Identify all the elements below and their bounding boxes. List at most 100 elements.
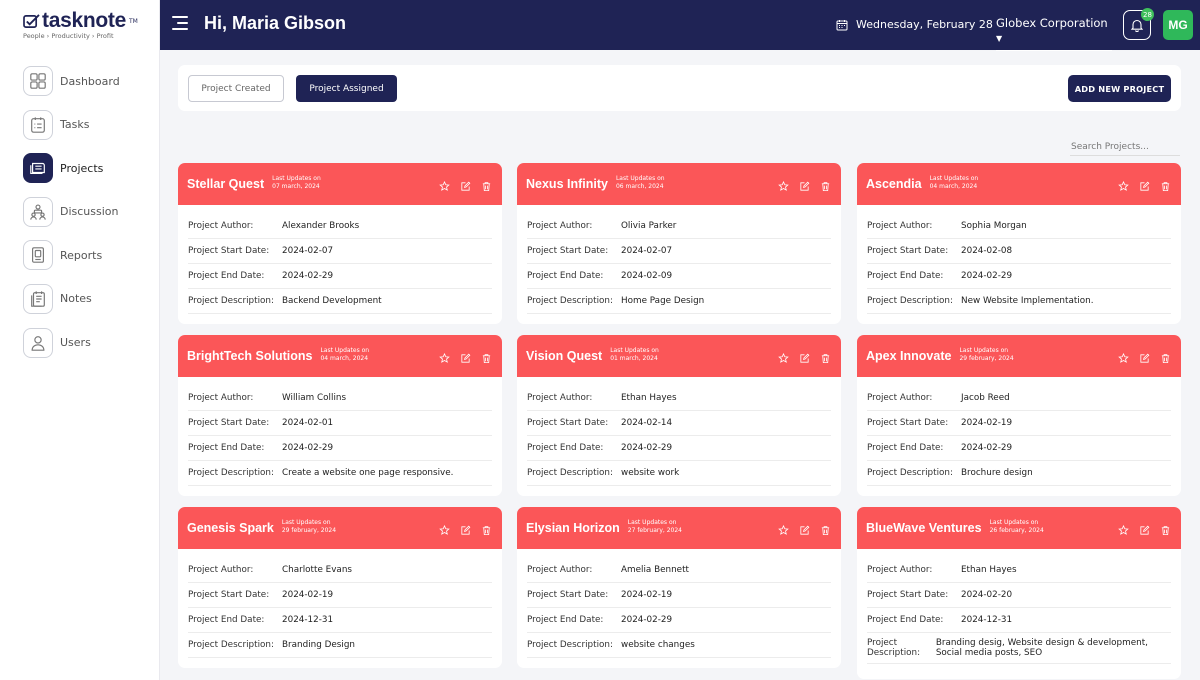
edit-icon[interactable] bbox=[1139, 349, 1150, 363]
star-icon[interactable] bbox=[439, 349, 450, 363]
edit-icon[interactable] bbox=[799, 177, 810, 191]
end-date-label: Project End Date: bbox=[527, 271, 604, 281]
edit-icon[interactable] bbox=[460, 177, 471, 191]
edit-icon[interactable] bbox=[460, 349, 471, 363]
description-label: Project Description: bbox=[867, 296, 953, 306]
edit-icon[interactable] bbox=[1139, 177, 1150, 191]
end-date-label: Project End Date: bbox=[188, 615, 265, 625]
project-card[interactable]: Stellar Quest Last Updates on 07 march, … bbox=[178, 163, 502, 324]
discussion-icon bbox=[23, 196, 53, 227]
last-updated-date: 07 march, 2024 bbox=[272, 183, 320, 190]
last-updated: Last Updates on 27 february, 2024 bbox=[628, 519, 682, 535]
search-projects-input[interactable] bbox=[1070, 138, 1180, 156]
tab-project-created[interactable]: Project Created bbox=[188, 75, 284, 102]
star-icon[interactable] bbox=[778, 349, 789, 363]
author-value: Amelia Bennett bbox=[621, 565, 689, 575]
start-date-value: 2024-02-14 bbox=[621, 418, 673, 428]
project-card[interactable]: BlueWave Ventures Last Updates on 26 feb… bbox=[857, 507, 1181, 679]
project-details: Project Author: Jacob Reed Project Start … bbox=[857, 377, 1181, 486]
project-card[interactable]: Apex Innovate Last Updates on 29 februar… bbox=[857, 335, 1181, 496]
delete-icon[interactable] bbox=[481, 349, 492, 364]
start-date-label: Project Start Date: bbox=[527, 590, 609, 600]
last-updated-date: 01 march, 2024 bbox=[610, 355, 658, 362]
last-updated-date: 29 february, 2024 bbox=[281, 527, 337, 534]
sidebar-item-tasks[interactable]: Tasks bbox=[0, 109, 159, 140]
start-date-label: Project Start Date: bbox=[188, 418, 270, 428]
last-updates-label: Last Updates on bbox=[320, 347, 370, 354]
star-icon[interactable] bbox=[439, 177, 450, 191]
delete-icon[interactable] bbox=[481, 177, 492, 192]
star-icon[interactable] bbox=[778, 177, 789, 191]
delete-icon[interactable] bbox=[1160, 177, 1171, 192]
notifications-button[interactable]: 28 bbox=[1123, 8, 1154, 40]
delete-icon[interactable] bbox=[820, 177, 831, 192]
description-label: Project Description: bbox=[188, 296, 274, 306]
start-date-label: Project Start Date: bbox=[188, 246, 270, 256]
star-icon[interactable] bbox=[778, 521, 789, 535]
card-actions bbox=[1118, 349, 1171, 364]
top-header: Hi, Maria Gibson Wednesday, February 28 … bbox=[160, 0, 1200, 51]
edit-icon[interactable] bbox=[799, 521, 810, 535]
menu-toggle-icon[interactable] bbox=[172, 16, 188, 30]
description-label: Project Description: bbox=[188, 640, 274, 650]
sidebar-item-dashboard[interactable]: Dashboard bbox=[0, 66, 159, 96]
star-icon[interactable] bbox=[1118, 349, 1129, 363]
project-card[interactable]: Elysian Horizon Last Updates on 27 febru… bbox=[517, 507, 841, 668]
edit-icon[interactable] bbox=[460, 521, 471, 535]
project-card[interactable]: Vision Quest Last Updates on 01 march, 2… bbox=[517, 335, 841, 496]
date-text: Wednesday, February 28 bbox=[856, 18, 993, 31]
project-card-header: Ascendia Last Updates on 04 march, 2024 bbox=[857, 163, 1181, 205]
delete-icon[interactable] bbox=[1160, 521, 1171, 536]
sidebar-item-reports[interactable]: Reports bbox=[0, 240, 159, 271]
project-card[interactable]: BrightTech Solutions Last Updates on 04 … bbox=[178, 335, 502, 496]
project-card[interactable]: Genesis Spark Last Updates on 29 februar… bbox=[178, 507, 502, 668]
logo-check-icon bbox=[23, 13, 40, 28]
avatar[interactable]: MG bbox=[1163, 10, 1193, 40]
end-date-row: Project End Date: 2024-02-09 bbox=[527, 264, 831, 289]
end-date-row: Project End Date: 2024-12-31 bbox=[867, 608, 1171, 633]
start-date-value: 2024-02-19 bbox=[282, 590, 334, 600]
sidebar-item-notes[interactable]: Notes bbox=[0, 283, 159, 314]
star-icon[interactable] bbox=[1118, 521, 1129, 535]
description-row: Project Description: Branding desig, Webs… bbox=[867, 633, 1171, 664]
sidebar-item-discussion[interactable]: Discussion bbox=[0, 196, 159, 227]
start-date-label: Project Start Date: bbox=[867, 418, 949, 428]
delete-icon[interactable] bbox=[820, 521, 831, 536]
sidebar-item-label: Tasks bbox=[60, 118, 90, 132]
project-title: Nexus Infinity bbox=[526, 177, 608, 191]
author-row: Project Author: Charlotte Evans bbox=[188, 558, 492, 583]
last-updates-label: Last Updates on bbox=[989, 519, 1039, 526]
sidebar-item-users[interactable]: Users bbox=[0, 327, 159, 358]
delete-icon[interactable] bbox=[1160, 349, 1171, 364]
delete-icon[interactable] bbox=[481, 521, 492, 536]
project-title: BrightTech Solutions bbox=[187, 349, 313, 363]
brand-logo[interactable]: tasknote TM People › Productivity › Prof… bbox=[0, 0, 159, 50]
description-value: Create a website one page responsive. bbox=[282, 468, 454, 478]
delete-icon[interactable] bbox=[820, 349, 831, 364]
last-updated: Last Updates on 04 march, 2024 bbox=[320, 347, 369, 363]
tab-project-assigned[interactable]: Project Assigned bbox=[296, 75, 397, 102]
star-icon[interactable] bbox=[439, 521, 450, 535]
description-row: Project Description: New Website Implemen… bbox=[867, 289, 1171, 314]
last-updated: Last Updates on 04 march, 2024 bbox=[930, 175, 979, 191]
project-title: Genesis Spark bbox=[187, 521, 274, 535]
project-toolbar: Project Created Project Assigned ADD NEW… bbox=[178, 65, 1181, 111]
sidebar-item-projects[interactable]: Projects bbox=[0, 153, 159, 184]
last-updates-label: Last Updates on bbox=[610, 347, 659, 354]
card-actions bbox=[778, 177, 831, 192]
greeting-title: Hi, Maria Gibson bbox=[204, 13, 347, 33]
add-new-project-button[interactable]: ADD NEW PROJECT bbox=[1068, 75, 1171, 102]
project-card[interactable]: Ascendia Last Updates on 04 march, 2024 … bbox=[857, 163, 1181, 324]
edit-icon[interactable] bbox=[1139, 521, 1150, 535]
card-actions bbox=[1118, 177, 1171, 192]
user-icon bbox=[23, 327, 53, 358]
edit-icon[interactable] bbox=[799, 349, 810, 363]
tasks-icon bbox=[23, 109, 53, 140]
last-updates-label: Last Updates on bbox=[272, 175, 321, 182]
company-select[interactable]: Globex Corporation ▼ bbox=[996, 16, 1112, 51]
start-date-value: 2024-02-08 bbox=[961, 246, 1013, 256]
star-icon[interactable] bbox=[1118, 177, 1129, 191]
project-card[interactable]: Nexus Infinity Last Updates on 06 march,… bbox=[517, 163, 841, 324]
project-card-header: Apex Innovate Last Updates on 29 februar… bbox=[857, 335, 1181, 377]
project-title: Apex Innovate bbox=[866, 349, 952, 363]
